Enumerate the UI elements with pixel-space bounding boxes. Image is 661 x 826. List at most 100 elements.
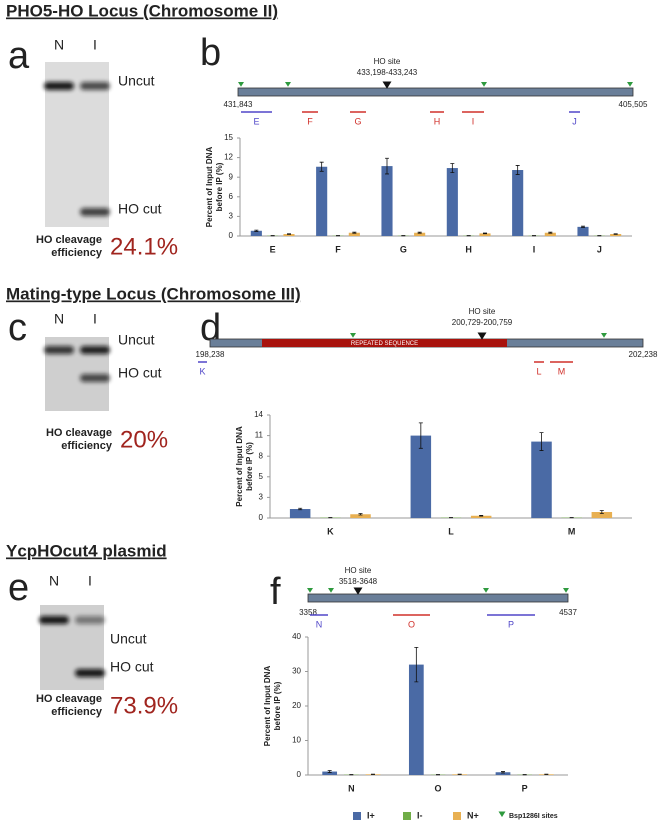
y-axis-label: Percent of Input DNAbefore IP (%) bbox=[235, 426, 254, 507]
y-tick-label: 30 bbox=[292, 667, 301, 676]
bar bbox=[408, 664, 424, 775]
legend-swatch bbox=[453, 812, 461, 820]
x-tick-label: G bbox=[400, 244, 407, 254]
lane-label: N bbox=[54, 37, 64, 53]
bar bbox=[322, 771, 338, 775]
error-bar bbox=[501, 771, 505, 774]
y-tick-label: 12 bbox=[224, 153, 233, 162]
x-tick-label: O bbox=[434, 783, 441, 793]
error-bar bbox=[358, 513, 363, 516]
gel-band bbox=[80, 82, 110, 90]
error-bar bbox=[483, 232, 487, 235]
legend-sites-label: Bsp1286I sites bbox=[509, 813, 558, 820]
map-end: 202,238 bbox=[629, 350, 658, 359]
y-axis-label-line: Percent of Input DNA bbox=[263, 666, 272, 747]
panel-letter: b bbox=[200, 32, 221, 74]
y-axis-label-line: Percent of Input DNA bbox=[235, 426, 244, 507]
bar bbox=[250, 230, 262, 236]
panel-letter: a bbox=[8, 35, 30, 77]
panel-letter: d bbox=[200, 307, 221, 349]
x-tick-label: K bbox=[327, 526, 334, 536]
legend-swatch bbox=[403, 812, 411, 820]
y-tick-label: 8 bbox=[259, 451, 264, 460]
y-axis-label-line: before IP (%) bbox=[273, 681, 282, 730]
y-axis-label: Percent of Input DNAbefore IP (%) bbox=[263, 666, 282, 747]
bar bbox=[577, 226, 589, 236]
legend-label: I+ bbox=[367, 810, 375, 820]
locus-map bbox=[237, 87, 634, 97]
y-axis-label-line: Percent of Input DNA bbox=[205, 147, 214, 228]
map-start: 3358 bbox=[299, 608, 317, 617]
ho-site-marker bbox=[353, 587, 363, 595]
x-tick-label: I bbox=[533, 244, 536, 254]
x-tick-label: N bbox=[348, 783, 355, 793]
y-tick-label: 10 bbox=[292, 736, 301, 745]
region-label: L bbox=[536, 366, 541, 376]
x-tick-label: H bbox=[465, 244, 472, 254]
band-label: Uncut bbox=[118, 73, 155, 89]
x-tick-label: L bbox=[448, 526, 454, 536]
ho-site-marker bbox=[477, 332, 487, 340]
ho-site-range: 433,198-433,243 bbox=[357, 68, 418, 77]
panel-letter: c bbox=[8, 307, 27, 349]
bar bbox=[414, 232, 426, 236]
y-tick-label: 0 bbox=[297, 770, 302, 779]
legend-swatch bbox=[353, 812, 361, 820]
lane-label: N bbox=[54, 311, 64, 327]
error-bar bbox=[599, 510, 604, 514]
band-label: HO cut bbox=[118, 201, 162, 217]
y-tick-label: 11 bbox=[255, 431, 264, 440]
y-axis-label: Percent of Input DNAbefore IP (%) bbox=[205, 147, 224, 228]
bar bbox=[350, 514, 371, 518]
error-bar bbox=[450, 163, 455, 174]
lane-label: I bbox=[93, 37, 97, 53]
error-bar bbox=[479, 514, 484, 517]
error-bar bbox=[352, 231, 357, 234]
bar bbox=[591, 512, 613, 518]
ho-site-label: HO site bbox=[374, 57, 401, 66]
error-bar bbox=[254, 229, 259, 232]
region-label: E bbox=[253, 116, 259, 126]
bar bbox=[283, 234, 295, 236]
ho-site-label: HO site bbox=[345, 566, 372, 575]
y-tick-label: 3 bbox=[229, 212, 234, 221]
y-tick-label: 3 bbox=[259, 493, 264, 502]
gel-band bbox=[75, 669, 105, 677]
error-bar bbox=[414, 646, 419, 683]
y-tick-label: 9 bbox=[229, 172, 234, 181]
repeat-label: REPEATED SEQUENCE bbox=[351, 341, 418, 347]
ho-site-marker bbox=[382, 81, 392, 89]
error-bar bbox=[287, 233, 291, 235]
efficiency-value: 20% bbox=[120, 426, 168, 453]
error-bar bbox=[417, 231, 422, 234]
region-label: P bbox=[508, 619, 514, 629]
band-label: Uncut bbox=[118, 332, 155, 348]
region-label: G bbox=[354, 116, 361, 126]
map-end: 405,505 bbox=[619, 100, 648, 109]
section-title: PHO5-HO Locus (Chromosome II) bbox=[6, 1, 278, 20]
gel-band bbox=[44, 82, 74, 90]
x-tick-label: P bbox=[522, 783, 528, 793]
efficiency-label: efficiency bbox=[51, 706, 103, 718]
y-tick-label: 6 bbox=[229, 192, 234, 201]
region-label: O bbox=[408, 619, 415, 629]
y-tick-label: 20 bbox=[292, 701, 301, 710]
error-bar bbox=[385, 157, 389, 175]
region-label: M bbox=[558, 366, 566, 376]
efficiency-value: 24.1% bbox=[110, 233, 178, 260]
band-label: HO cut bbox=[118, 365, 162, 381]
bar bbox=[544, 232, 556, 236]
bsp1286i-site bbox=[481, 82, 487, 87]
lane-label: N bbox=[49, 573, 59, 589]
y-tick-label: 40 bbox=[292, 632, 301, 641]
bsp1286i-site bbox=[627, 82, 633, 87]
repeated-sequence bbox=[262, 339, 507, 347]
bar bbox=[479, 233, 491, 236]
bsp1286i-site bbox=[285, 82, 291, 87]
bsp1286i-site bbox=[601, 333, 607, 338]
gel-band bbox=[80, 374, 110, 382]
efficiency-value: 73.9% bbox=[110, 692, 178, 719]
locus-map bbox=[307, 593, 569, 603]
bsp1286i-site bbox=[238, 82, 244, 87]
panel-letter: f bbox=[270, 571, 281, 613]
